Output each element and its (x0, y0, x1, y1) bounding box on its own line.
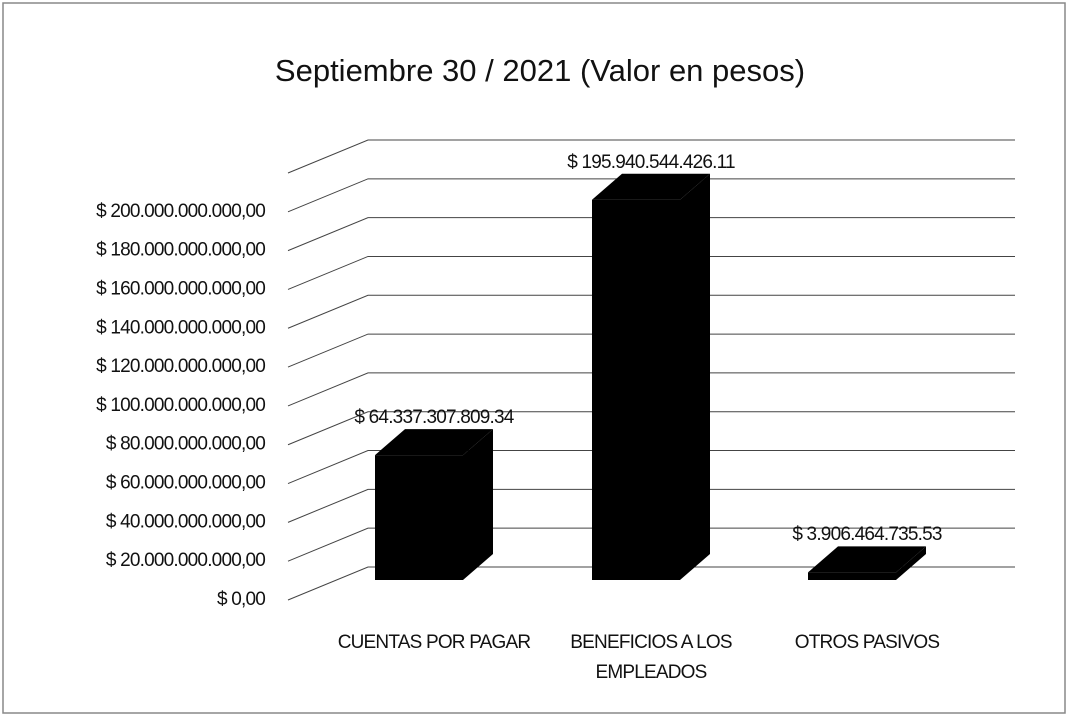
grid-line (287, 372, 1015, 407)
x-tick-label: OTROS PASIVOS (794, 632, 940, 653)
grid-line (287, 411, 1015, 446)
x-tick-label: CUENTAS POR PAGAR (337, 632, 531, 653)
grid-line (287, 450, 1015, 485)
y-tick-label: $ 80.000.000.000,00 (106, 434, 265, 455)
grid-line (287, 488, 1015, 523)
bar-side (896, 546, 926, 580)
bar-top (808, 546, 926, 573)
chart-title: Septiembre 30 / 2021 (Valor en pesos) (275, 53, 805, 88)
bar-side (680, 173, 710, 581)
y-tick-label: $ 160.000.000.000,00 (96, 278, 265, 299)
y-tick-label: $ 20.000.000.000,00 (106, 550, 265, 571)
value-label: $ 64.337.307.809.34 (354, 407, 514, 429)
y-tick-label: $ 100.000.000.000,00 (96, 395, 265, 416)
grid-line (287, 294, 1015, 329)
grid-line (287, 527, 1015, 562)
grid-line (287, 139, 1015, 174)
y-tick-label: $ 0,00 (217, 589, 265, 610)
grid-line (287, 566, 1015, 601)
grid-line (287, 333, 1015, 368)
value-label: $ 3.906.464.735.53 (792, 524, 942, 546)
bar (375, 455, 463, 580)
bar-top (375, 429, 493, 456)
bar (808, 572, 896, 580)
y-tick-label: $ 180.000.000.000,00 (96, 240, 265, 261)
grid-line (287, 178, 1015, 213)
grid-line (287, 217, 1015, 252)
grid-line (287, 255, 1015, 290)
bar-side (463, 429, 493, 580)
bar-top (592, 173, 710, 200)
y-tick-label: $ 200.000.000.000,00 (96, 201, 265, 222)
y-tick-label: $ 140.000.000.000,00 (96, 317, 265, 338)
x-tick-label: BENEFICIOS A LOS EMPLEADOS (570, 632, 732, 683)
y-tick-label: $ 40.000.000.000,00 (106, 511, 265, 532)
value-label: $ 195.940.544.426.11 (567, 151, 735, 173)
bar (592, 199, 680, 581)
y-tick-label: $ 60.000.000.000,00 (106, 473, 265, 494)
y-tick-label: $ 120.000.000.000,00 (96, 356, 265, 377)
